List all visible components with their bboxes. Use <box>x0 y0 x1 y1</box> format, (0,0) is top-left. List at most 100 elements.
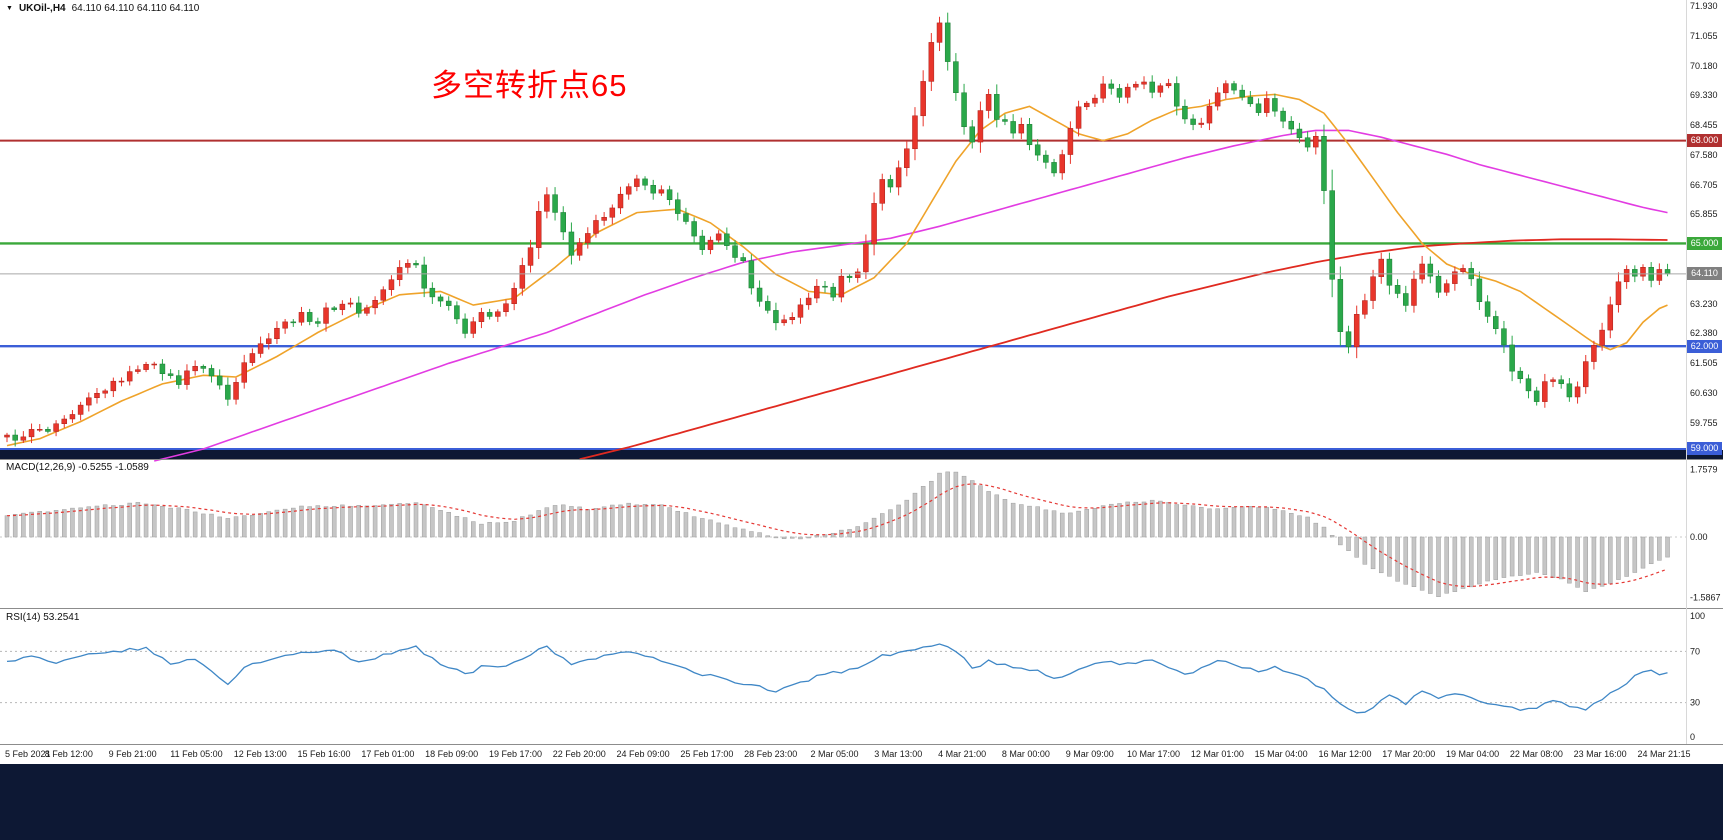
candle-down[interactable] <box>1386 258 1393 286</box>
candle-down[interactable] <box>552 194 558 213</box>
ma-magenta-line[interactable] <box>154 129 1668 462</box>
candle-up[interactable] <box>1263 98 1270 113</box>
candle-up[interactable] <box>977 110 984 143</box>
candle-down[interactable] <box>1247 96 1254 105</box>
candle-down[interactable] <box>1296 128 1303 138</box>
candle-up[interactable] <box>1574 386 1581 398</box>
candle-up[interactable] <box>1615 281 1622 306</box>
candle-down[interactable] <box>1509 344 1515 372</box>
candle-up[interactable] <box>77 404 84 415</box>
candle-up[interactable] <box>707 239 714 250</box>
candle-up[interactable] <box>1018 124 1025 134</box>
candle-down[interactable] <box>642 178 648 186</box>
candle-down[interactable] <box>1476 278 1483 302</box>
candle-down[interactable] <box>732 245 738 258</box>
candle-down[interactable] <box>454 305 460 320</box>
candle-up[interactable] <box>985 94 992 111</box>
candle-up[interactable] <box>20 436 27 441</box>
candle-up[interactable] <box>257 343 264 354</box>
candle-up[interactable] <box>1550 379 1556 382</box>
candle-up[interactable] <box>912 115 918 150</box>
candle-down[interactable] <box>1149 81 1155 93</box>
candle-down[interactable] <box>429 287 436 298</box>
candle-up[interactable] <box>1165 83 1172 87</box>
candle-up[interactable] <box>266 338 272 344</box>
candle-down[interactable] <box>1632 269 1638 277</box>
candle-down[interactable] <box>1304 137 1311 148</box>
candle-up[interactable] <box>511 288 517 304</box>
candle-down[interactable] <box>568 231 575 256</box>
candle-up[interactable] <box>1141 81 1147 85</box>
candle-up[interactable] <box>1362 300 1368 315</box>
candle-down[interactable] <box>683 213 689 222</box>
candle-up[interactable] <box>184 370 190 385</box>
candle-down[interactable] <box>969 126 975 143</box>
candle-down[interactable] <box>1533 390 1540 402</box>
candle-down[interactable] <box>1288 120 1295 130</box>
candle-up[interactable] <box>854 271 861 278</box>
candle-up[interactable] <box>920 81 926 117</box>
candle-down[interactable] <box>1051 162 1057 174</box>
candle-up[interactable] <box>1092 97 1098 104</box>
candle-down[interactable] <box>1403 293 1409 306</box>
candle-up[interactable] <box>658 189 665 194</box>
candle-down[interactable] <box>1394 285 1401 294</box>
candle-up[interactable] <box>895 167 902 188</box>
candle-down[interactable] <box>200 366 207 369</box>
candle-up[interactable] <box>1353 314 1360 348</box>
candle-up[interactable] <box>495 311 501 317</box>
candle-down[interactable] <box>740 257 746 261</box>
candle-down[interactable] <box>331 307 337 310</box>
candle-down[interactable] <box>1329 190 1335 280</box>
candle-up[interactable] <box>298 312 305 323</box>
candle-up[interactable] <box>1460 268 1466 272</box>
candle-down[interactable] <box>1493 316 1499 329</box>
candle-down[interactable] <box>953 61 959 93</box>
candle-up[interactable] <box>151 363 157 366</box>
candle-down[interactable] <box>1010 121 1016 134</box>
candle-down[interactable] <box>675 199 681 214</box>
candle-down[interactable] <box>1108 83 1115 89</box>
candle-down[interactable] <box>1484 301 1491 317</box>
candle-down[interactable] <box>1026 124 1033 146</box>
candle-up[interactable] <box>814 285 820 299</box>
candle-up[interactable] <box>364 307 370 314</box>
candle-up[interactable] <box>274 327 280 340</box>
candle-up[interactable] <box>135 369 141 372</box>
macd-signal-line[interactable] <box>6 483 1668 588</box>
candle-up[interactable] <box>928 42 935 82</box>
candle-up[interactable] <box>282 321 288 329</box>
candle-up[interactable] <box>36 429 43 431</box>
candle-up[interactable] <box>86 397 92 406</box>
candle-down[interactable] <box>355 302 362 314</box>
candle-down[interactable] <box>1664 269 1671 275</box>
candle-down[interactable] <box>773 310 779 324</box>
candle-up[interactable] <box>1411 278 1417 306</box>
candle-down[interactable] <box>846 275 853 278</box>
candle-down[interactable] <box>764 301 771 311</box>
candle-down[interactable] <box>1435 275 1442 293</box>
candle-down[interactable] <box>887 179 894 188</box>
candle-down[interactable] <box>1517 370 1524 379</box>
candle-up[interactable] <box>470 321 477 334</box>
candle-down[interactable] <box>1272 98 1278 112</box>
candle-up[interactable] <box>805 297 812 306</box>
candle-down[interactable] <box>1255 103 1262 113</box>
candle-down[interactable] <box>176 375 182 385</box>
candle-down[interactable] <box>666 189 673 200</box>
candle-down[interactable] <box>1345 331 1352 348</box>
candle-up[interactable] <box>519 265 526 289</box>
candle-up[interactable] <box>503 303 509 313</box>
candle-up[interactable] <box>192 366 198 372</box>
candle-up[interactable] <box>1607 304 1614 331</box>
candle-down[interactable] <box>699 235 706 250</box>
candle-up[interactable] <box>797 304 804 318</box>
candle-up[interactable] <box>143 364 149 370</box>
candle-up[interactable] <box>1075 106 1082 129</box>
candle-down[interactable] <box>486 312 493 317</box>
candle-up[interactable] <box>1133 83 1139 88</box>
candle-up[interactable] <box>61 418 68 424</box>
candle-down[interactable] <box>290 321 297 324</box>
candle-down[interactable] <box>1239 89 1245 98</box>
candle-up[interactable] <box>339 303 346 310</box>
